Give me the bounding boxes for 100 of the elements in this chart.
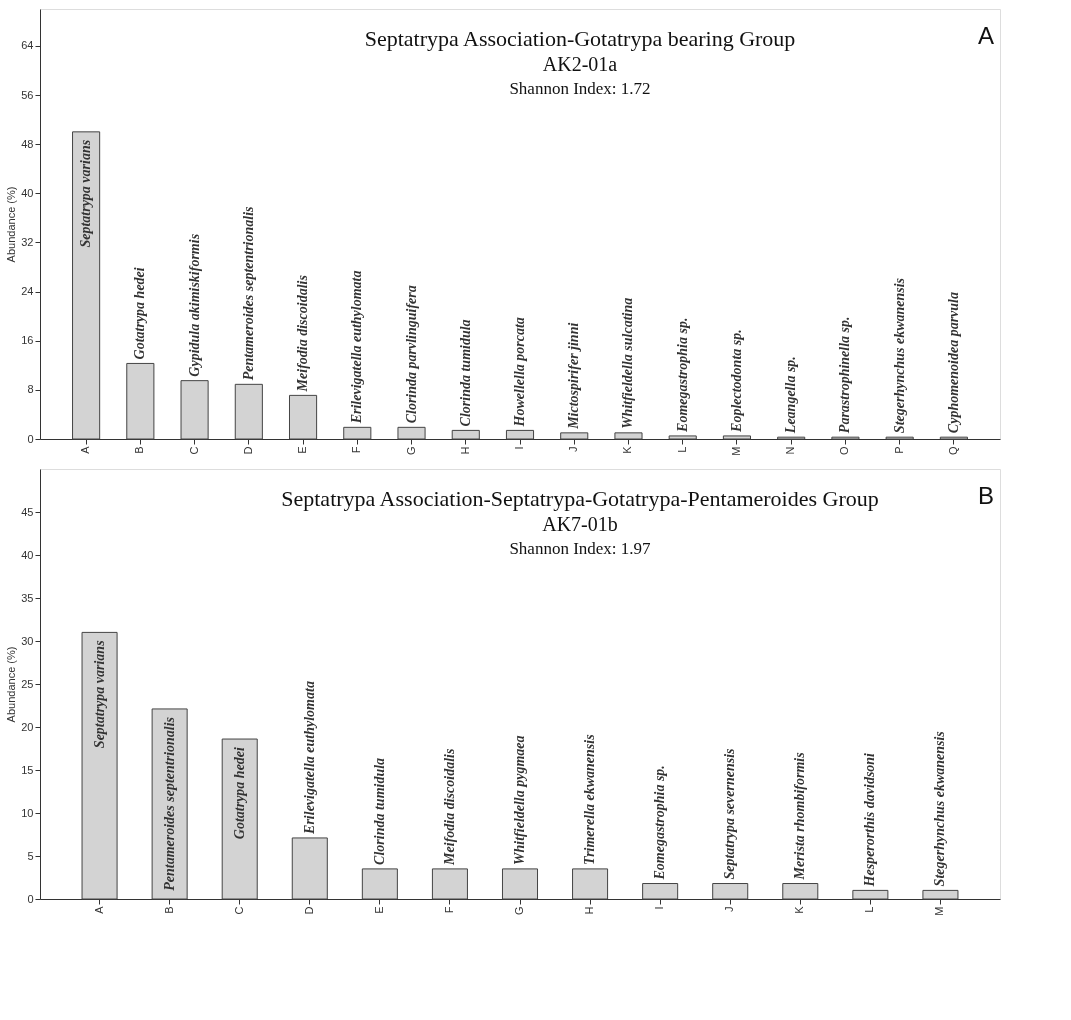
annotation: Whitfieldella sulcatina — [620, 297, 636, 429]
y-tick-label: 40 — [21, 186, 34, 199]
bar — [451, 429, 480, 440]
text: AK7-01b — [542, 513, 618, 535]
y-tick-label: 8 — [27, 383, 34, 396]
x-tick-label: P — [892, 446, 905, 454]
y-axis-title: Abundance (%) — [5, 646, 18, 723]
bar — [922, 889, 959, 900]
annotation: Shannon Index: 1.97 — [509, 539, 652, 558]
annotation: B — [977, 482, 994, 509]
x-tick-label: K — [621, 445, 634, 454]
annotation: Clorinda tumidula — [371, 757, 387, 865]
x-tick-label: K — [793, 905, 806, 914]
annotation: Whitfieldella pygmaea — [512, 735, 527, 865]
annotation: Septatrypa severnensis — [722, 747, 738, 880]
annotation: Septatrypa varians — [91, 639, 107, 749]
x-tick-label: I — [653, 906, 666, 910]
bar — [126, 362, 155, 440]
x-tick-label: H — [458, 446, 471, 455]
annotation: Eomegastrophia sp. — [652, 765, 668, 881]
y-tick-label: 64 — [21, 39, 34, 52]
annotation: Pentameroides septentrionalis — [161, 716, 177, 891]
annotation: Eoplectodonta sp. — [728, 329, 744, 433]
bar — [291, 837, 328, 900]
bar — [397, 426, 426, 440]
y-tick-label: 25 — [21, 677, 34, 690]
bar — [180, 380, 209, 440]
y-tick-label: 0 — [27, 892, 34, 905]
annotation: Gotatrypa hedei — [231, 746, 247, 840]
bar — [505, 429, 535, 440]
x-tick-label: F — [442, 906, 455, 914]
x-tick-label: J — [723, 906, 736, 912]
annotation: Parastrophinella sp. — [837, 316, 853, 434]
annotation: Clorinda parvlinguifera — [403, 285, 419, 424]
x-tick-label: G — [513, 906, 525, 916]
text: Septatrypa Association-Septatrypa-Gotatrypa-Pentameroides Group — [281, 486, 879, 511]
annotation: Merista rhombiformis — [792, 751, 808, 881]
x-tick-label: L — [675, 446, 688, 453]
y-tick-label: 0 — [27, 432, 34, 445]
y-tick-label: 56 — [21, 88, 34, 101]
y-tick-label: 15 — [21, 763, 34, 776]
x-tick-label: D — [241, 446, 254, 455]
text: Septatrypa Association-Gotatrypa bearing Group — [364, 26, 796, 51]
bar — [501, 868, 539, 900]
annotation: Trimerella ekwanensis — [582, 733, 598, 865]
y-tick-label: 30 — [21, 634, 34, 647]
x-tick-label: I — [513, 446, 525, 450]
y-tick-label: 35 — [21, 591, 34, 604]
bar — [712, 883, 749, 900]
y-tick-label: 45 — [21, 505, 34, 518]
annotation: Cyphomenoidea parvula — [945, 291, 961, 434]
bar — [722, 435, 752, 440]
y-tick-label: 40 — [21, 548, 34, 561]
bar — [343, 426, 372, 440]
bar — [81, 631, 118, 900]
annotation: Meifodia discoidalis — [441, 748, 457, 866]
annotation: Gypidula akimiskiformis — [186, 233, 202, 377]
bar — [431, 868, 468, 900]
x-tick-label: H — [583, 906, 596, 915]
x-tick-label: L — [863, 906, 876, 913]
bar — [642, 883, 679, 900]
y-tick-label: 16 — [21, 334, 34, 347]
annotation: Howellella porcata — [512, 317, 527, 428]
x-tick-label: G — [404, 446, 417, 456]
y-tick-label: 20 — [21, 720, 34, 733]
x-tick-label: N — [784, 446, 797, 455]
annotation: Hesperorthis davidsoni — [862, 752, 878, 888]
y-tick-label: 32 — [21, 235, 34, 248]
x-tick-label: C — [232, 906, 245, 915]
bar — [288, 394, 318, 440]
x-tick-label: A — [92, 905, 105, 914]
x-tick-label: E — [372, 906, 385, 914]
annotation: Clorinda tumidula — [457, 319, 473, 427]
x-tick-label: B — [162, 906, 175, 914]
bar — [560, 432, 589, 440]
x-tick-label: M — [729, 446, 742, 456]
x-tick-label: Q — [946, 446, 959, 456]
y-axis-title: Abundance (%) — [5, 186, 18, 263]
annotation: Erilevigatella euthylomata — [301, 681, 317, 835]
bar — [614, 432, 643, 440]
x-tick-label: C — [187, 446, 200, 455]
y-tick-label: 48 — [21, 137, 34, 150]
annotation: Stegerhynchus ekwanensis — [891, 277, 907, 434]
annotation: Erilevigatella euthylomata — [349, 270, 365, 425]
y-tick-label: 24 — [21, 285, 34, 298]
annotation: Stegerhynchus ekwanensis — [932, 730, 948, 887]
annotation: Eomegastrophia sp. — [674, 317, 690, 433]
x-tick-label: A — [79, 445, 92, 454]
bar — [782, 883, 819, 900]
bar — [221, 738, 258, 900]
annotation: Meifodia discoidalis — [295, 274, 311, 393]
x-tick-label: B — [133, 446, 146, 454]
annotation: Leangella sp. — [783, 356, 799, 435]
annotation: Septatrypa varians — [78, 139, 94, 248]
bar — [668, 435, 697, 440]
bar — [361, 868, 398, 900]
annotation: Mictospirifer jinni — [566, 322, 582, 430]
annotation: Pentameroides septentrionalis — [240, 205, 256, 381]
x-tick-label: J — [567, 446, 580, 452]
text: AK2-01a — [542, 53, 618, 75]
